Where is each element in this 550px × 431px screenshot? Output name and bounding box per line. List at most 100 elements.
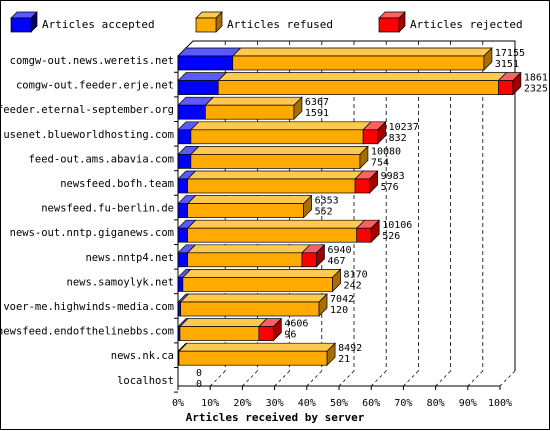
bar-group [177, 194, 313, 219]
legend-swatch [378, 17, 400, 33]
bar-segment [180, 301, 320, 317]
x-tick-label: 20% [233, 398, 251, 409]
category-label: news.samoylyk.net [67, 276, 174, 288]
x-tick-label: 40% [298, 398, 316, 409]
value-label-total: 8492 [338, 343, 362, 354]
value-label-accepted: 3151 [495, 59, 519, 70]
value-label-accepted: 1591 [305, 108, 329, 119]
bar-top [181, 269, 342, 278]
category-label: news-out.nntp.giganews.com [10, 227, 174, 239]
bar-segment [190, 154, 361, 169]
category-label: comgw-out.feeder.erje.net [16, 80, 174, 92]
value-label-total: 6367 [305, 97, 329, 108]
category-label: feeder.eternal-september.org [1, 104, 174, 116]
value-label-total: 9983 [381, 171, 405, 182]
legend-label: Articles rejected [410, 18, 523, 31]
value-label-accepted: 576 [381, 182, 399, 193]
bar-segment [177, 252, 189, 268]
bar-top [186, 219, 366, 229]
axes: 0% 10% 20% 30% 40% 50% 60% 70% 80% 90% 100% [172, 56, 512, 409]
bar-side [303, 194, 312, 219]
category-label: localhost [117, 375, 174, 387]
value-label-total: 8170 [344, 269, 368, 280]
bar-segment [177, 277, 184, 292]
bar-group [177, 170, 379, 194]
bar-group [177, 145, 369, 170]
value-label-accepted: 21 [338, 354, 350, 365]
bar-segment [177, 104, 206, 120]
bar-side [370, 219, 380, 244]
category-label: voer-me.highwinds-media.com [3, 301, 174, 313]
bar-segment [258, 326, 274, 341]
bar-segment [177, 203, 189, 218]
bar-top [186, 170, 364, 180]
x-tick-label: 60% [362, 398, 380, 409]
bar-side [332, 268, 341, 293]
bar-segment [182, 277, 333, 292]
category-label: newsfeed.fu-berlin.de [41, 203, 174, 215]
bar-segment [498, 80, 514, 95]
bar-top [179, 318, 268, 327]
x-tick-label: 80% [427, 398, 445, 409]
legend: Articles accepted Articles refused Article… [10, 11, 523, 33]
category-label: comgw-out.news.weretis.net [10, 55, 174, 67]
category-label: newsfeed.bofh.team [60, 178, 174, 190]
bar-segment [232, 55, 485, 71]
category-label: feed-out.ams.abavia.com [29, 153, 174, 165]
x-tick-label: 100% [488, 398, 512, 409]
bar-segment [187, 252, 303, 268]
value-label-total: 17155 [495, 48, 525, 59]
bar-segment [217, 80, 499, 95]
bar-side [316, 243, 325, 268]
value-label-accepted: 2325 [524, 84, 548, 95]
value-label-accepted: 754 [371, 157, 389, 168]
value-label-accepted: 552 [315, 207, 333, 218]
bar-side [293, 96, 303, 121]
bar-top [231, 47, 493, 57]
bar-side [512, 71, 522, 96]
bar-top [190, 146, 369, 155]
category-label: news.nk.ca [111, 350, 174, 362]
bar-segment [205, 104, 295, 120]
bar-group [177, 120, 387, 145]
bar-segment [178, 350, 328, 366]
bar-top [186, 244, 311, 254]
bar-segment [356, 227, 372, 243]
bar-segment [177, 129, 192, 145]
bar-segment [187, 227, 358, 243]
bar-top [186, 195, 313, 204]
x-tick-label: 90% [459, 398, 477, 409]
bar-segment [177, 178, 189, 194]
value-label-accepted: 467 [327, 256, 345, 267]
value-label-accepted: 96 [284, 330, 296, 341]
x-tick-label: 70% [394, 398, 412, 409]
x-tick-label: 0% [172, 398, 184, 409]
legend-swatch [195, 17, 217, 33]
bar-segment [179, 326, 260, 341]
bar-group [177, 243, 326, 268]
value-label-accepted: 526 [382, 231, 400, 242]
bar-top [179, 293, 328, 303]
bar-group [177, 47, 493, 71]
category-label: usenet.blueworldhosting.com [3, 129, 174, 141]
bar-top [217, 72, 508, 81]
bar-side [318, 293, 328, 317]
bar-segment [177, 80, 219, 95]
bar-segment [301, 252, 317, 268]
x-axis-label: Articles received by server [186, 411, 365, 424]
bar-group [177, 268, 342, 293]
value-label-accepted: 832 [389, 133, 407, 144]
bar-side [326, 342, 336, 367]
value-label-total: 4606 [284, 319, 308, 330]
bar-segment [177, 227, 189, 243]
bar-segment [177, 154, 192, 169]
bar-segment [190, 129, 364, 145]
value-label-accepted: 120 [330, 305, 348, 316]
bar-side [369, 170, 378, 194]
bar-group [177, 342, 336, 367]
bar-side [359, 145, 369, 170]
value-label-total: 6353 [315, 196, 339, 207]
